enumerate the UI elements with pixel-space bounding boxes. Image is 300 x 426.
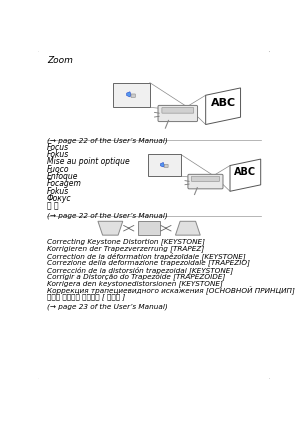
Text: ABC: ABC xyxy=(211,98,236,108)
Text: Korrigieren der Trapezverzerrung [TRAPEZ]: Korrigieren der Trapezverzerrung [TRAPEZ… xyxy=(47,245,204,252)
FancyBboxPatch shape xyxy=(37,50,271,380)
Text: Enfoque: Enfoque xyxy=(47,172,78,181)
Text: Fokus: Fokus xyxy=(47,150,69,159)
Bar xyxy=(138,221,160,235)
Text: Фокус: Фокус xyxy=(47,194,71,203)
FancyBboxPatch shape xyxy=(188,174,223,189)
Text: Focagem: Focagem xyxy=(47,179,82,188)
Text: ABC: ABC xyxy=(234,167,256,178)
Polygon shape xyxy=(98,221,123,235)
FancyBboxPatch shape xyxy=(162,107,194,113)
Text: Fuoco: Fuoco xyxy=(47,165,69,174)
Text: Correcting Keystone Distortion [KEYSTONE]: Correcting Keystone Distortion [KEYSTONE… xyxy=(47,238,205,245)
Text: (→ page 22 of the User’s Manual): (→ page 22 of the User’s Manual) xyxy=(47,213,168,219)
Polygon shape xyxy=(127,92,131,97)
Text: Correction de la déformation trapézoïdale [KEYSTONE]: Correction de la déformation trapézoïdal… xyxy=(47,252,246,260)
FancyBboxPatch shape xyxy=(191,176,220,181)
Bar xyxy=(113,83,150,107)
FancyBboxPatch shape xyxy=(164,164,168,167)
Text: Korrigera den keystonedistorsionen [KEYSTONE]: Korrigera den keystonedistorsionen [KEYS… xyxy=(47,280,223,287)
Text: (→ page 22 of the User’s Manual): (→ page 22 of the User’s Manual) xyxy=(47,137,168,144)
Text: 조 점: 조 점 xyxy=(47,201,58,210)
Text: Zoom: Zoom xyxy=(47,56,73,65)
FancyBboxPatch shape xyxy=(158,105,197,121)
Text: Fokus: Fokus xyxy=(47,187,69,196)
Text: Corrigir a Distorção do Trapezóide [TRAPEZÓIDE]: Corrigir a Distorção do Trapezóide [TRAP… xyxy=(47,273,225,281)
Text: Correzione della deformazione trapezoidale [TRAPEZIO]: Correzione della deformazione trapezoida… xyxy=(47,259,250,266)
Text: Corrección de la distorsión trapezoidal [KEYSTONE]: Corrección de la distorsión trapezoidal … xyxy=(47,266,233,273)
Text: Focus: Focus xyxy=(47,143,69,152)
Text: (→ page 23 of the User’s Manual): (→ page 23 of the User’s Manual) xyxy=(47,304,168,310)
Bar xyxy=(148,155,181,176)
Polygon shape xyxy=(160,162,164,167)
Text: Коррекция трапециевидного искажения [ОСНОВНОЙ ПРИНЦИП]: Коррекция трапециевидного искажения [ОСН… xyxy=(47,287,295,295)
FancyBboxPatch shape xyxy=(131,94,135,98)
Polygon shape xyxy=(176,221,200,235)
Polygon shape xyxy=(230,159,261,191)
Text: Mise au point optique: Mise au point optique xyxy=(47,157,130,167)
Polygon shape xyxy=(206,88,241,124)
Text: 키스톤 일그러짐 바로잡기 [ 키스톤 ]: 키스톤 일그러짐 바로잡기 [ 키스톤 ] xyxy=(47,294,125,300)
